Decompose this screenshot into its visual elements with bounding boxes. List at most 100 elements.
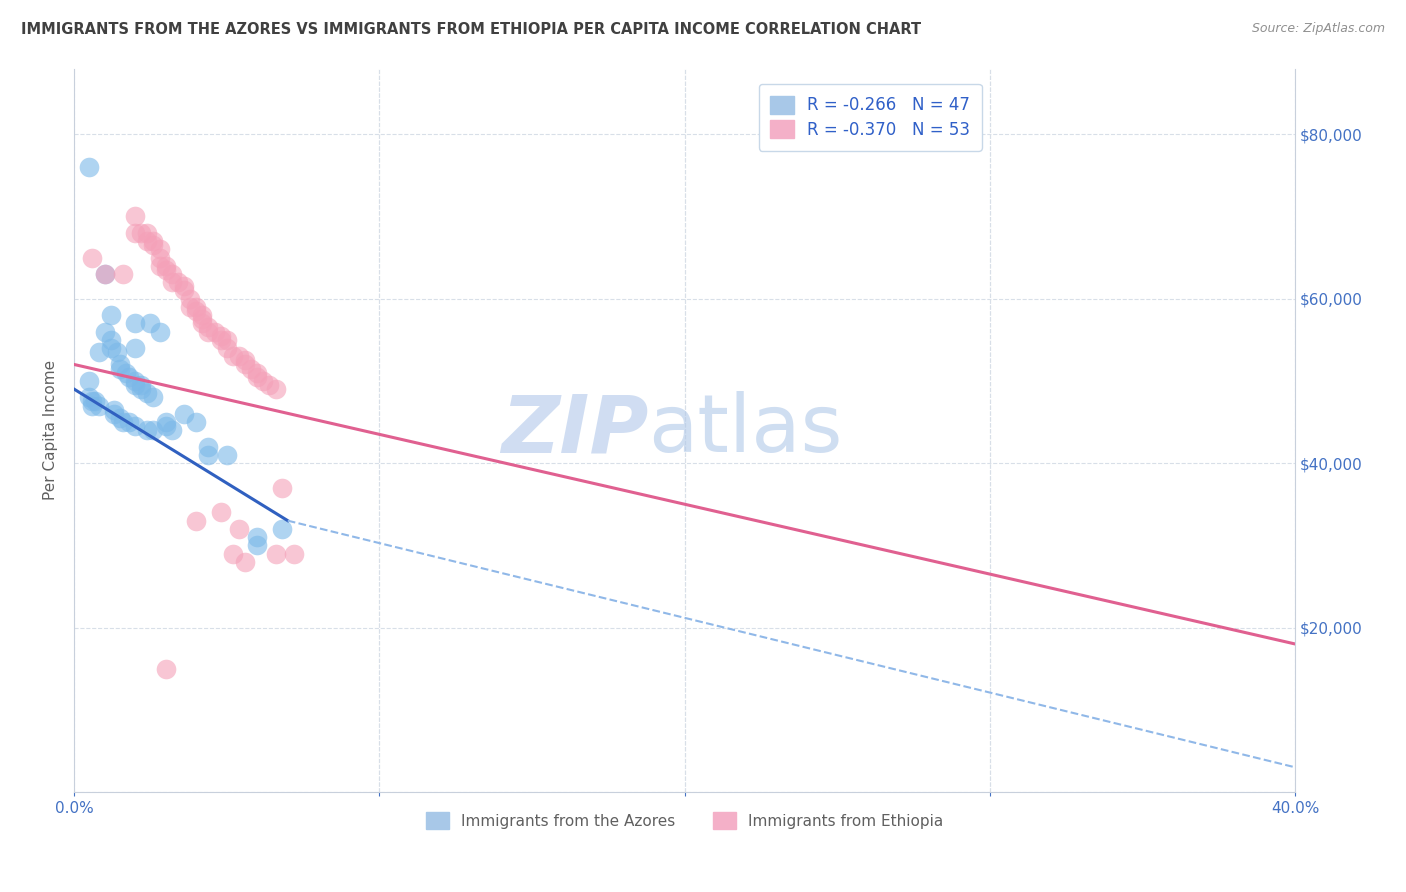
Point — [79, 374, 101, 388]
Point — [79, 160, 101, 174]
Point — [160, 267, 183, 281]
Point — [93, 267, 115, 281]
Point — [173, 407, 195, 421]
Point — [186, 514, 208, 528]
Point — [136, 386, 159, 401]
Point — [139, 317, 162, 331]
Point — [100, 333, 122, 347]
Point — [186, 304, 208, 318]
Point — [173, 279, 195, 293]
Point — [129, 226, 152, 240]
Point — [111, 415, 134, 429]
Point — [222, 349, 245, 363]
Point — [167, 275, 190, 289]
Point — [136, 423, 159, 437]
Point — [228, 522, 250, 536]
Point — [264, 382, 287, 396]
Point — [197, 448, 219, 462]
Y-axis label: Per Capita Income: Per Capita Income — [44, 360, 58, 500]
Point — [191, 308, 214, 322]
Point — [142, 390, 165, 404]
Point — [259, 378, 281, 392]
Point — [148, 243, 170, 257]
Point — [222, 547, 245, 561]
Point — [155, 259, 177, 273]
Point — [103, 402, 125, 417]
Point — [160, 423, 183, 437]
Point — [246, 530, 269, 544]
Point — [197, 320, 219, 334]
Point — [129, 378, 152, 392]
Point — [283, 547, 305, 561]
Point — [148, 325, 170, 339]
Point — [240, 361, 263, 376]
Point — [204, 325, 226, 339]
Point — [155, 419, 177, 434]
Point — [160, 275, 183, 289]
Point — [191, 317, 214, 331]
Point — [87, 399, 110, 413]
Point — [155, 662, 177, 676]
Point — [186, 415, 208, 429]
Point — [124, 341, 146, 355]
Point — [82, 251, 104, 265]
Text: atlas: atlas — [648, 392, 842, 469]
Point — [84, 394, 107, 409]
Point — [209, 328, 232, 343]
Point — [124, 374, 146, 388]
Point — [179, 300, 201, 314]
Text: IMMIGRANTS FROM THE AZORES VS IMMIGRANTS FROM ETHIOPIA PER CAPITA INCOME CORRELA: IMMIGRANTS FROM THE AZORES VS IMMIGRANTS… — [21, 22, 921, 37]
Point — [82, 399, 104, 413]
Point — [124, 226, 146, 240]
Point — [87, 345, 110, 359]
Point — [93, 267, 115, 281]
Point — [186, 300, 208, 314]
Point — [118, 369, 141, 384]
Point — [124, 210, 146, 224]
Point — [252, 374, 274, 388]
Point — [100, 308, 122, 322]
Point — [246, 538, 269, 552]
Point — [148, 259, 170, 273]
Point — [100, 341, 122, 355]
Point — [93, 325, 115, 339]
Point — [215, 341, 238, 355]
Point — [115, 366, 138, 380]
Point — [108, 361, 131, 376]
Point — [108, 411, 131, 425]
Point — [79, 390, 101, 404]
Point — [111, 267, 134, 281]
Point — [264, 547, 287, 561]
Point — [233, 555, 256, 569]
Point — [136, 234, 159, 248]
Point — [124, 317, 146, 331]
Point — [233, 353, 256, 368]
Point — [246, 366, 269, 380]
Point — [142, 423, 165, 437]
Text: ZIP: ZIP — [501, 392, 648, 469]
Point — [108, 358, 131, 372]
Point — [148, 251, 170, 265]
Point — [246, 369, 269, 384]
Point — [209, 333, 232, 347]
Legend: Immigrants from the Azores, Immigrants from Ethiopia: Immigrants from the Azores, Immigrants f… — [419, 806, 949, 835]
Point — [105, 345, 128, 359]
Point — [209, 505, 232, 519]
Point — [124, 378, 146, 392]
Point — [82, 394, 104, 409]
Point — [233, 358, 256, 372]
Text: Source: ZipAtlas.com: Source: ZipAtlas.com — [1251, 22, 1385, 36]
Point — [129, 382, 152, 396]
Point — [136, 226, 159, 240]
Point — [197, 325, 219, 339]
Point — [155, 263, 177, 277]
Point — [179, 292, 201, 306]
Point — [142, 234, 165, 248]
Point — [228, 349, 250, 363]
Point — [118, 415, 141, 429]
Point — [155, 415, 177, 429]
Point — [142, 238, 165, 252]
Point — [124, 419, 146, 434]
Point — [215, 448, 238, 462]
Point — [103, 407, 125, 421]
